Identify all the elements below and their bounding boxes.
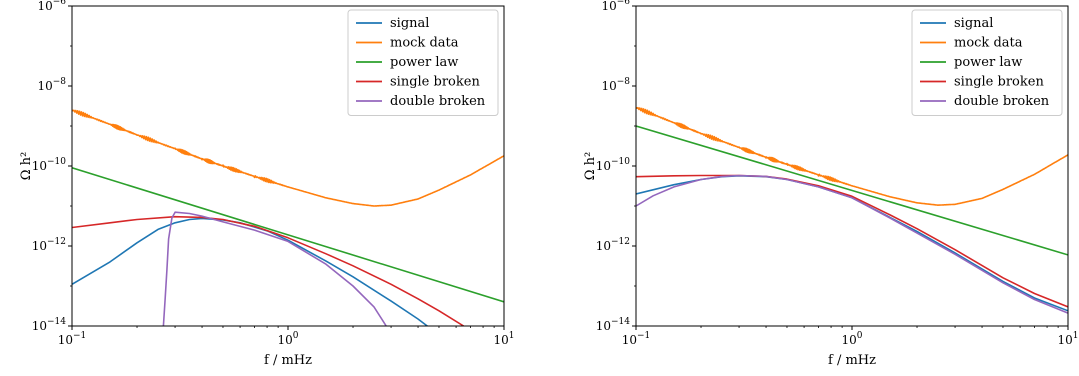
legend-label: mock data bbox=[954, 36, 1023, 51]
legend-label: power law bbox=[390, 55, 458, 70]
legend-label: signal bbox=[954, 16, 993, 31]
series-line-double-broken bbox=[636, 174, 1068, 314]
legend-label: double broken bbox=[954, 94, 1050, 109]
series-line-power-law bbox=[636, 125, 1068, 256]
x-tick-label: 100 bbox=[277, 331, 298, 347]
x-tick-label: 101 bbox=[1057, 331, 1078, 347]
legend-label: signal bbox=[390, 16, 429, 31]
series-line-mock-data bbox=[72, 109, 504, 207]
y-axis-label: Ω h² bbox=[583, 152, 598, 181]
series-group bbox=[72, 109, 504, 326]
y-tick-label: 10−10 bbox=[596, 157, 631, 173]
series-line-single-broken bbox=[636, 174, 1068, 308]
legend-box bbox=[347, 9, 499, 116]
y-axis-label: Ω h² bbox=[19, 152, 34, 181]
series-group bbox=[636, 106, 1068, 314]
x-axis-label: f / mHz bbox=[828, 353, 876, 368]
x-axis-label: f / mHz bbox=[264, 353, 312, 368]
legend: signal mock data power law single broken dou… bbox=[911, 9, 1063, 116]
series-line-double-broken bbox=[162, 211, 387, 326]
legend-label: single broken bbox=[954, 75, 1044, 90]
y-tick-label: 10−12 bbox=[596, 237, 630, 253]
y-tick-label: 10−10 bbox=[32, 157, 67, 173]
series-line-single-broken bbox=[72, 215, 465, 326]
chart-panel-2: 10−1 100 101 10−14 10−12 10−10 10−8 10−6 f / mHz… bbox=[583, 0, 1079, 368]
y-tick-label: 10−12 bbox=[32, 237, 66, 253]
x-tick-label: 10−1 bbox=[622, 331, 651, 347]
legend-box bbox=[911, 9, 1063, 116]
legend-label: mock data bbox=[390, 36, 459, 51]
legend-label: double broken bbox=[390, 94, 486, 109]
series-line-mock-data bbox=[636, 106, 1068, 206]
legend: signal mock data power law single broken dou… bbox=[347, 9, 499, 116]
x-tick-label: 100 bbox=[841, 331, 862, 347]
y-tick-label: 10−14 bbox=[32, 317, 67, 333]
y-tick-label: 10−8 bbox=[601, 77, 630, 93]
series-line-power-law bbox=[72, 167, 504, 303]
legend-label: single broken bbox=[390, 75, 480, 90]
x-tick-label: 10−1 bbox=[58, 331, 87, 347]
chart-panel-1: 10−1 100 101 10−14 10−12 10−10 10−8 10−6 f / mHz… bbox=[19, 0, 515, 368]
y-tick-label: 10−6 bbox=[37, 0, 66, 13]
y-tick-label: 10−6 bbox=[601, 0, 630, 13]
legend-label: power law bbox=[954, 55, 1022, 70]
series-line-signal bbox=[72, 217, 429, 326]
x-tick-label: 101 bbox=[493, 331, 514, 347]
y-tick-label: 10−14 bbox=[596, 317, 631, 333]
y-tick-label: 10−8 bbox=[37, 77, 66, 93]
